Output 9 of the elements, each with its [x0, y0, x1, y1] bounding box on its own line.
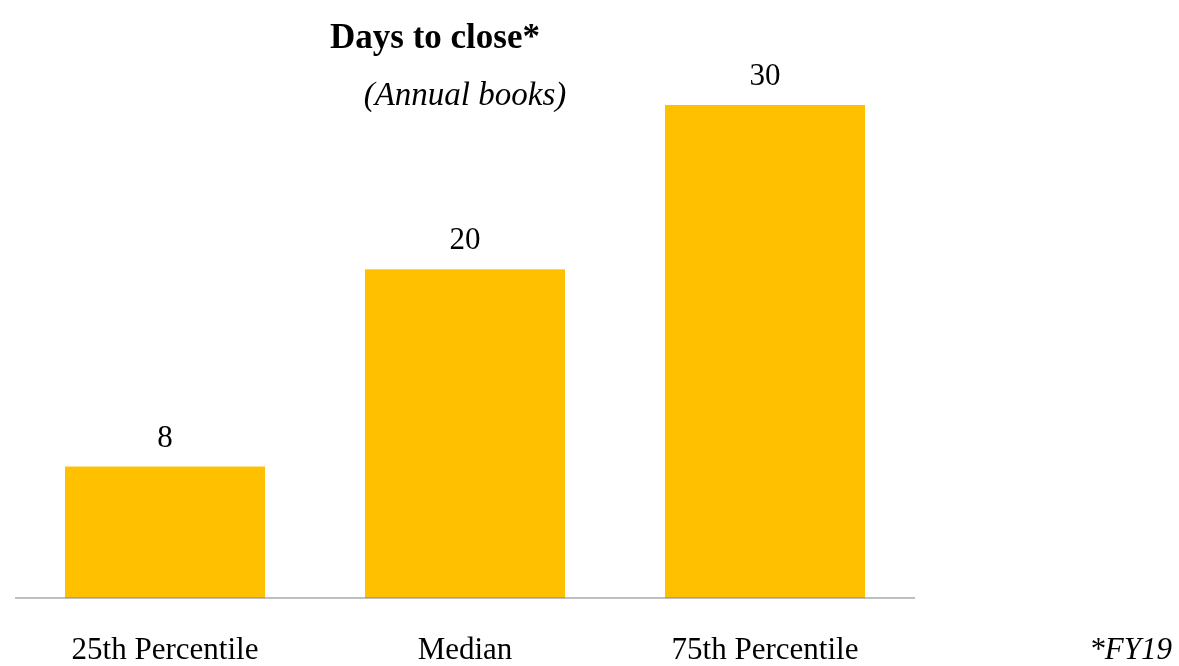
x-tick-label: 75th Percentile	[671, 631, 859, 666]
data-label: 20	[449, 221, 481, 257]
x-tick-label: 25th Percentile	[71, 631, 259, 666]
text: *FY19	[1089, 631, 1172, 666]
data-label: 8	[157, 418, 173, 454]
chart-title: Days to close*	[330, 17, 540, 56]
data-label: 30	[749, 57, 781, 92]
x-tick-label: Median	[417, 631, 513, 666]
chart-subtitle: (Annual books)	[363, 76, 567, 113]
